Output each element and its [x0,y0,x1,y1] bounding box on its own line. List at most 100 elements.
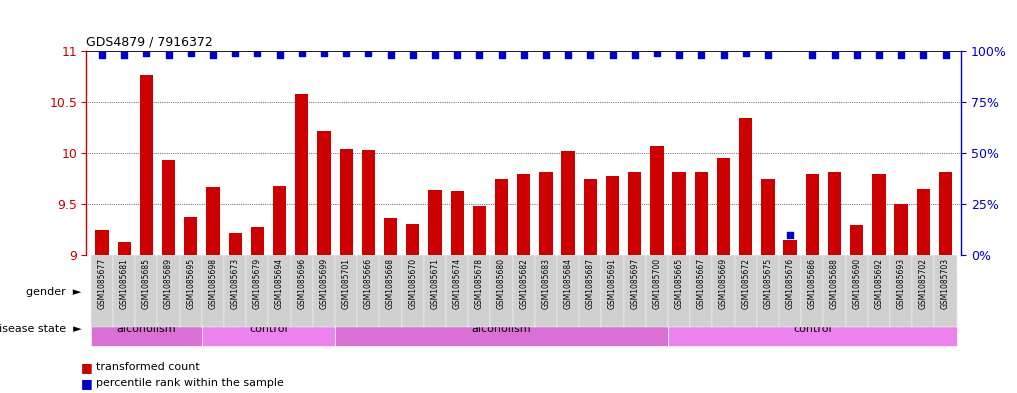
Bar [91,275,335,309]
Bar [672,172,685,255]
Point [582,52,598,58]
Bar [402,255,424,327]
Bar [513,255,535,327]
Point [760,52,776,58]
Bar [428,190,441,255]
Bar [895,204,908,255]
Text: disease state  ►: disease state ► [0,324,81,334]
Point [694,52,710,58]
Bar [535,255,557,327]
Bar [762,179,775,255]
Bar [295,94,308,255]
Bar [916,189,930,255]
Bar [691,255,713,327]
Text: ■: ■ [81,361,94,374]
Bar [779,255,801,327]
Bar [713,255,734,327]
Bar [139,75,153,255]
Bar [357,255,379,327]
Text: control: control [249,324,288,334]
Point [827,52,843,58]
Bar [118,242,131,255]
Bar [646,255,668,327]
Point [138,50,155,56]
Point [626,52,643,58]
Bar [180,255,202,327]
Point [737,50,754,56]
Point [405,52,421,58]
Point [671,52,687,58]
Bar [623,255,646,327]
Point [338,50,354,56]
Point [94,52,110,58]
Point [183,50,199,56]
Bar [734,255,757,327]
Bar [739,118,753,255]
Point [938,52,954,58]
Bar [557,255,580,327]
Point [516,52,532,58]
Point [804,52,821,58]
Bar [805,174,819,255]
Bar [96,230,109,255]
Bar [845,255,868,327]
Bar [313,255,335,327]
Bar [939,172,952,255]
Point [471,52,487,58]
Bar [539,172,552,255]
Bar [135,255,158,327]
Bar [629,172,642,255]
Point [604,52,620,58]
Text: transformed count: transformed count [96,362,199,373]
Bar [801,255,824,327]
Bar [873,174,886,255]
Bar [251,227,264,255]
Text: gender  ►: gender ► [26,287,81,297]
Bar [246,255,268,327]
Bar [490,255,513,327]
Text: percentile rank within the sample: percentile rank within the sample [96,378,284,388]
Bar [91,312,202,346]
Point [450,52,466,58]
Point [782,232,798,238]
Bar [335,275,957,309]
Bar [162,160,175,255]
Bar [229,233,242,255]
Text: ■: ■ [81,376,94,390]
Bar [446,255,468,327]
Point [538,52,554,58]
Bar [935,255,957,327]
Bar [379,255,402,327]
Bar [424,255,446,327]
Bar [362,150,375,255]
Bar [561,151,575,255]
Bar [184,217,197,255]
Point [915,52,932,58]
Text: female: female [193,287,232,297]
Bar [668,312,957,346]
Point [715,52,731,58]
Bar [473,206,486,255]
Point [893,52,909,58]
Bar [783,240,796,255]
Bar [206,187,220,255]
Bar [340,149,353,255]
Bar [202,255,224,327]
Bar [606,176,619,255]
Point [560,52,577,58]
Bar [451,191,464,255]
Bar [335,255,357,327]
Point [116,52,132,58]
Bar [113,255,135,327]
Bar [580,255,601,327]
Text: alcoholism: alcoholism [117,324,176,334]
Point [249,50,265,56]
Text: control: control [793,324,832,334]
Bar [202,312,335,346]
Bar [695,172,708,255]
Bar [158,255,180,327]
Bar [495,179,508,255]
Bar [91,255,113,327]
Point [848,52,864,58]
Bar [868,255,890,327]
